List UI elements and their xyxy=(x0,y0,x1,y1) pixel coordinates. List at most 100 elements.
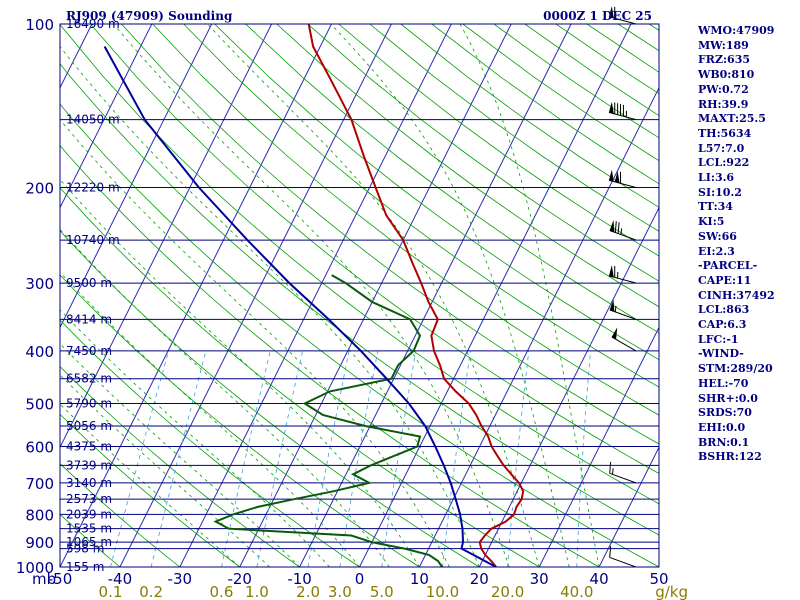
isotherm-line xyxy=(239,24,512,567)
isotherm-line xyxy=(60,24,273,449)
stability-index-item: EHI:0.0 xyxy=(698,420,746,434)
pressure-tick-label: 800 xyxy=(25,506,54,524)
stability-index-item: -PARCEL- xyxy=(698,259,758,273)
mixing-ratio-tick-label: 10.0 xyxy=(426,583,459,600)
height-label: 7450 m xyxy=(66,344,112,358)
isotherm-line xyxy=(60,24,332,567)
x-axis-label: mb xyxy=(32,570,56,588)
wind-barb xyxy=(608,6,637,25)
mixing-ratio-tick-label: 0.2 xyxy=(139,583,163,600)
height-label: 1065 m xyxy=(66,535,112,549)
temperature-tick-label: 40 xyxy=(590,570,609,588)
pressure-tick-label: 200 xyxy=(25,179,54,197)
stability-index-item: CINH:37492 xyxy=(698,288,775,302)
stability-index-item: -WIND- xyxy=(698,347,744,361)
temperature-tick-label: 50 xyxy=(649,570,668,588)
stability-index-item: PW:0.72 xyxy=(698,82,749,96)
stability-index-item: TT:34 xyxy=(698,200,733,214)
temperature-tick-label: 30 xyxy=(530,570,549,588)
temperature-tick-label: -10 xyxy=(287,570,312,588)
height-label: 9500 m xyxy=(66,276,112,290)
temperature-tick-label: -20 xyxy=(227,570,252,588)
mixing-ratio-tick-label: 40.0 xyxy=(560,583,593,600)
parcel-profile-line xyxy=(103,46,497,567)
wind-barb-half-flag xyxy=(612,468,614,475)
wind-barb-pennant xyxy=(608,6,614,19)
wind-barb xyxy=(611,327,637,352)
dewpoint-profile-line xyxy=(213,274,444,567)
height-label: 14050 m xyxy=(66,113,120,127)
temperature-tick-label: -40 xyxy=(108,570,133,588)
mixing-ratio-tick-label: 0.6 xyxy=(210,583,234,600)
stability-index-list: WMO:47909 MW:189 FRZ:635 WB0:810 PW:0.72 RH:3… xyxy=(698,24,775,465)
height-label: 2573 m xyxy=(66,492,112,506)
wind-barb xyxy=(608,169,637,188)
chart-time: 0000Z 1 DEC 25 xyxy=(543,9,652,23)
pressure-tick-label: 100 xyxy=(25,16,54,34)
pressure-tick-label: 1000 xyxy=(16,559,54,577)
stability-index-item: SI:10.2 xyxy=(698,185,742,199)
stability-index-item: MAXT:25.5 xyxy=(698,112,766,126)
stability-index-item: BRN:0.1 xyxy=(698,435,750,449)
isotherm-line xyxy=(418,86,659,567)
wind-barb-staff xyxy=(611,336,637,352)
height-label: 3739 m xyxy=(66,458,112,472)
stability-index-item: WMO:47909 xyxy=(698,24,775,37)
height-label: 8414 m xyxy=(66,312,112,326)
temperature-tick-label: 10 xyxy=(410,570,429,588)
stability-index-item: KI:5 xyxy=(698,215,725,229)
height-label: 12220 m xyxy=(66,180,120,194)
stability-index-item: MW:189 xyxy=(698,38,749,52)
stability-index-item: BSHR:122 xyxy=(698,450,762,464)
wind-barb xyxy=(608,265,637,284)
wind-barb xyxy=(609,461,637,484)
pressure-tick-label: 700 xyxy=(25,475,54,493)
stability-index-item: LI:3.6 xyxy=(698,171,735,185)
height-label: 2039 m xyxy=(66,507,112,521)
stability-index-item: SW:66 xyxy=(698,229,737,243)
mixing-ratio-tick-label: 20.0 xyxy=(491,583,524,600)
temperature-profile-line xyxy=(307,24,525,567)
height-label: 10740 m xyxy=(66,233,120,247)
stability-index-item: TH:5634 xyxy=(698,126,752,140)
wind-barb-pennant xyxy=(609,220,615,233)
wind-barb xyxy=(609,546,637,568)
mixing-ratio-unit: g/kg xyxy=(655,583,688,600)
stability-index-item: LCL:863 xyxy=(698,303,750,317)
mixing-ratio-tick-label: 0.1 xyxy=(99,583,123,600)
stability-index-item: CAP:6.3 xyxy=(698,318,747,332)
isotherm-line xyxy=(359,24,632,567)
wind-barb-flag xyxy=(609,546,612,558)
temperature-tick-label: -50 xyxy=(48,570,73,588)
wind-barb-staff xyxy=(609,472,637,484)
height-label: 5056 m xyxy=(66,419,112,433)
stability-index-item: CAPE:11 xyxy=(698,273,752,287)
isotherm-line xyxy=(60,24,153,209)
wind-barb xyxy=(609,299,637,320)
wind-barb-pennant xyxy=(608,101,614,114)
pressure-tick-label: 300 xyxy=(25,275,54,293)
mixing-ratio-tick-label: 1.0 xyxy=(245,583,269,600)
wind-barb-flag xyxy=(614,221,617,233)
stability-index-item: SHR+:0.0 xyxy=(698,391,758,405)
height-label: 6582 m xyxy=(66,372,112,386)
stability-index-item: FRZ:635 xyxy=(698,53,751,67)
height-label: 155 m xyxy=(66,560,104,574)
stability-index-item: EI:2.3 xyxy=(698,244,735,258)
isotherm-line xyxy=(60,24,213,329)
isotherm-line xyxy=(179,24,452,567)
wind-barb-pennant xyxy=(608,265,614,278)
stability-index-item: L57:7.0 xyxy=(698,141,745,155)
wind-barb-staff xyxy=(609,556,637,568)
wind-barb-flag xyxy=(617,222,620,234)
stability-index-item: WB0:810 xyxy=(698,68,755,82)
height-label: 16490 m xyxy=(66,17,120,31)
isotherm-line xyxy=(299,24,572,567)
pressure-tick-label: 500 xyxy=(25,396,54,414)
plot-frame xyxy=(59,23,660,568)
height-label: 3140 m xyxy=(66,476,112,490)
wind-barb-flag xyxy=(609,461,612,474)
stability-index-item: HEL:-70 xyxy=(698,376,749,390)
